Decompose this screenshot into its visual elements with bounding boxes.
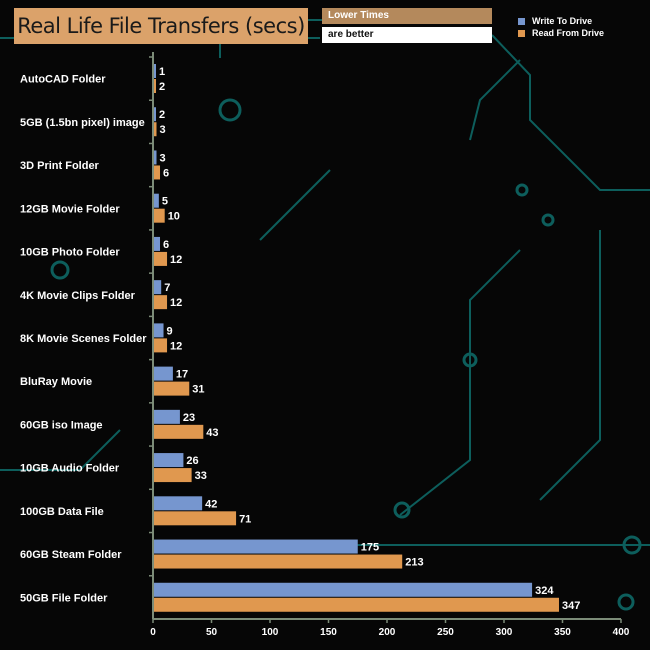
data-label: 26 <box>186 455 198 467</box>
bar-write <box>154 323 164 338</box>
bar-read <box>154 79 156 93</box>
bar-read <box>154 468 192 483</box>
legend-swatch-read <box>518 29 525 37</box>
data-label: 175 <box>361 542 379 554</box>
bar-write <box>154 366 173 381</box>
data-label: 324 <box>535 585 554 597</box>
data-label: 3 <box>160 124 166 136</box>
data-label: 5 <box>162 196 168 208</box>
category-label: 60GB iso Image <box>20 419 103 431</box>
x-tick-label: 100 <box>262 627 279 638</box>
x-tick-label: 150 <box>320 627 337 638</box>
x-tick-label: 400 <box>613 627 630 638</box>
bar-read <box>154 122 157 137</box>
category-label: BluRay Movie <box>20 376 92 388</box>
data-label: 6 <box>163 167 169 179</box>
bar-read <box>154 381 190 396</box>
circuit-line <box>469 59 521 141</box>
category-label: 4K Movie Clips Folder <box>20 290 136 302</box>
data-label: 43 <box>206 427 218 439</box>
data-label: 17 <box>176 369 188 381</box>
circuit-node <box>50 260 70 280</box>
data-label: 1 <box>159 66 165 78</box>
data-label: 71 <box>239 513 251 525</box>
legend-write: Write To Drive <box>518 16 592 26</box>
x-tick-label: 300 <box>496 627 513 638</box>
bar-read <box>154 295 168 310</box>
circuit-node <box>622 535 642 555</box>
data-label: 7 <box>164 282 170 294</box>
circuit-line <box>399 249 521 516</box>
circuit-node <box>462 352 478 368</box>
category-label: 5GB (1.5bn pixel) image <box>20 117 145 129</box>
category-label: 60GB Steam Folder <box>20 549 122 561</box>
legend-label-read: Read From Drive <box>532 28 605 38</box>
bar-read <box>154 338 168 353</box>
bar-write <box>154 64 156 78</box>
x-tick-label: 0 <box>150 627 156 638</box>
data-label: 31 <box>192 384 204 396</box>
bar-write <box>154 539 358 554</box>
x-tick-label: 350 <box>554 627 571 638</box>
data-label: 42 <box>205 498 217 510</box>
bar-write <box>154 236 161 251</box>
data-label: 10 <box>168 211 180 223</box>
circuit-line <box>259 169 331 241</box>
category-label: 8K Movie Scenes Folder <box>20 333 147 345</box>
category-label: 10GB Photo Folder <box>20 247 120 259</box>
category-label: 12GB Movie Folder <box>20 203 120 215</box>
bar-read <box>154 424 204 439</box>
legend-read: Read From Drive <box>518 28 604 38</box>
bar-write <box>154 582 533 597</box>
circuit-line <box>539 230 601 501</box>
data-label: 9 <box>167 325 173 337</box>
data-label: 3 <box>160 152 166 164</box>
category-label: 100GB Data File <box>20 506 104 518</box>
data-label: 347 <box>562 600 580 612</box>
bar-write <box>154 409 180 424</box>
data-label: 12 <box>170 297 182 309</box>
bar-read <box>154 554 403 569</box>
bar-read <box>154 165 161 180</box>
bar-read <box>154 511 237 526</box>
circuit-node <box>617 593 635 611</box>
data-label: 33 <box>195 470 207 482</box>
x-tick-label: 250 <box>437 627 454 638</box>
bar-read <box>154 208 165 223</box>
chart-title: Real Life File Transfers (secs) <box>14 8 308 44</box>
bar-write <box>154 193 159 208</box>
bar-read <box>154 597 559 612</box>
bar-write <box>154 453 184 468</box>
data-label: 2 <box>159 81 165 93</box>
bar-write <box>154 496 203 511</box>
circuit-line <box>0 429 121 471</box>
circuit-node <box>541 213 555 227</box>
data-label: 12 <box>170 254 182 266</box>
note-lower-times: Lower Times <box>322 8 492 24</box>
data-label: 213 <box>405 557 423 569</box>
x-tick-label: 50 <box>206 627 218 638</box>
data-label: 23 <box>183 412 195 424</box>
data-label: 12 <box>170 340 182 352</box>
circuit-node <box>218 98 242 122</box>
category-label: 10GB Audio Folder <box>20 463 120 475</box>
bar-write <box>154 150 157 165</box>
data-label: 6 <box>163 239 169 251</box>
data-label: 2 <box>159 109 165 121</box>
bar-read <box>154 251 168 266</box>
circuit-node <box>515 183 529 197</box>
category-label: AutoCAD Folder <box>20 74 106 86</box>
bar-write <box>154 280 162 295</box>
legend-swatch-write <box>518 17 525 25</box>
legend-label-write: Write To Drive <box>532 16 593 26</box>
bar-write <box>154 107 156 122</box>
circuit-node <box>393 501 411 519</box>
category-label: 3D Print Folder <box>20 160 100 172</box>
category-label: 50GB File Folder <box>20 592 108 604</box>
x-tick-label: 200 <box>379 627 396 638</box>
note-are-better: are better <box>322 27 492 43</box>
